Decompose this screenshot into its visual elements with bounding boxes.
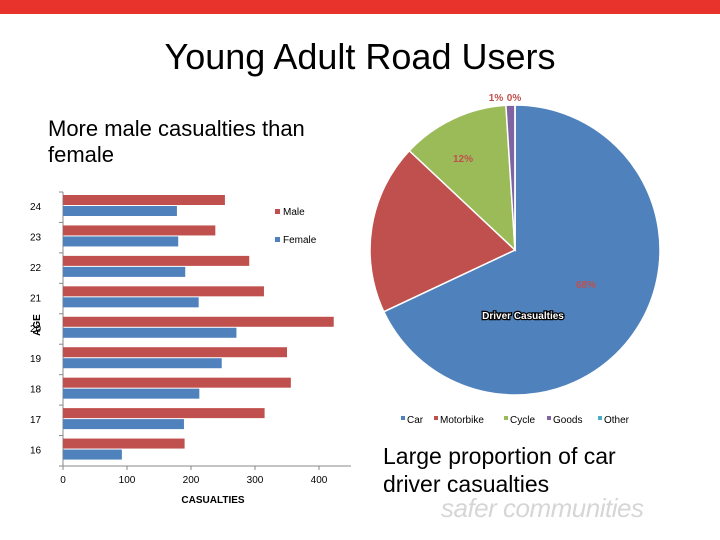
pie-legend-swatch-cycle [504, 416, 508, 420]
y-tick-label: 17 [30, 415, 42, 426]
x-axis-title: CASUALTIES [181, 495, 244, 506]
y-tick-label: 23 [30, 232, 42, 243]
x-tick-label: 0 [60, 475, 66, 486]
y-tick-label: 18 [30, 385, 42, 396]
bar-male-18 [63, 377, 291, 388]
pie-legend-swatch-other [598, 416, 602, 420]
y-tick-label: 20 [30, 324, 42, 335]
bar-male-19 [63, 347, 287, 358]
top-accent-bar [0, 0, 720, 14]
pie-legend-label-car: Car [407, 415, 424, 426]
pie-slice-motorbike [369, 149, 517, 313]
x-tick-label: 400 [311, 475, 328, 486]
y-tick-label: 16 [30, 446, 42, 457]
pie-value-label-other: 0% [507, 93, 522, 104]
y-tick-label: 19 [30, 354, 42, 365]
legend-label-female: Female [283, 235, 317, 246]
bar-male-21 [63, 286, 264, 297]
legend-swatch-female [275, 237, 280, 242]
legend-label-male: Male [283, 207, 305, 218]
pie-legend-label-goods: Goods [553, 415, 582, 426]
watermark: safer communities [441, 493, 644, 523]
bar-female-16 [63, 449, 122, 460]
pie-legend-label-other: Other [604, 415, 630, 426]
bar-male-23 [63, 225, 216, 236]
pie-value-label-motorbike: 19% [400, 228, 420, 239]
pie-value-label-car: 68% [576, 280, 596, 291]
y-tick-label: 22 [30, 263, 42, 274]
bar-female-17 [63, 419, 184, 430]
bar-female-18 [63, 388, 200, 399]
pie-legend-label-motorbike: Motorbike [440, 415, 484, 426]
pie-slice-car [382, 104, 661, 396]
legend-swatch-male [275, 209, 280, 214]
bar-male-22 [63, 255, 250, 266]
bar-female-23 [63, 236, 179, 247]
x-tick-label: 200 [183, 475, 200, 486]
note-car-driver: Large proportion of car driver casualtie… [383, 443, 616, 497]
y-tick-label: 24 [30, 202, 42, 213]
pie-slice-cycle [408, 104, 516, 252]
pie-annotation: Driver Casualties [482, 311, 564, 322]
bar-female-21 [63, 297, 199, 308]
pie-value-label-goods: 1% [489, 93, 504, 104]
pie-legend-swatch-car [401, 416, 405, 420]
bar-male-20 [63, 316, 334, 327]
x-tick-label: 300 [247, 475, 264, 486]
bar-female-20 [63, 327, 237, 338]
bar-male-16 [63, 438, 185, 449]
bar-female-22 [63, 266, 186, 277]
pie-value-label-cycle: 12% [453, 154, 473, 165]
note-male-casualties: More male casualties than female [48, 116, 305, 167]
pie-legend-swatch-motorbike [434, 416, 438, 420]
x-tick-label: 100 [119, 475, 136, 486]
slide-title: Young Adult Road Users [164, 36, 556, 77]
bar-female-19 [63, 358, 222, 369]
bar-female-24 [63, 206, 177, 216]
bar-male-17 [63, 408, 265, 419]
y-tick-label: 21 [30, 293, 42, 304]
pie-legend-swatch-goods [547, 416, 551, 420]
pie-legend-label-cycle: Cycle [510, 415, 535, 426]
bar-male-24 [63, 195, 225, 205]
y-axis-title: AGE [32, 314, 43, 336]
